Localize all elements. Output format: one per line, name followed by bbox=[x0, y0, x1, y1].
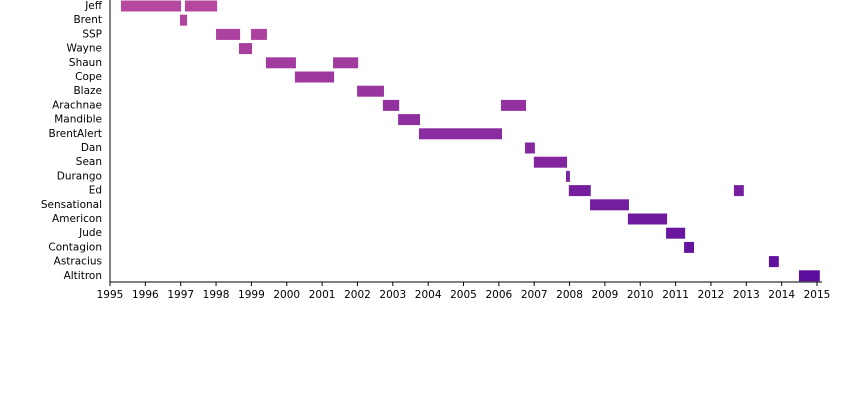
span-bar bbox=[382, 99, 400, 111]
x-tick-label: 2004 bbox=[415, 289, 442, 301]
row-label: Americon bbox=[52, 213, 102, 225]
row-label: Shaun bbox=[69, 57, 102, 69]
span-bar bbox=[590, 199, 629, 211]
span-bar bbox=[216, 28, 241, 40]
row-label: Ed bbox=[89, 185, 102, 197]
row-label: Sensational bbox=[41, 199, 102, 211]
span-bar bbox=[684, 241, 694, 253]
row-label: Dan bbox=[81, 142, 102, 154]
row-label: Jeff bbox=[84, 0, 103, 12]
span-bar bbox=[251, 28, 267, 40]
row-label: Blaze bbox=[73, 85, 102, 97]
span-bar bbox=[357, 85, 384, 97]
row-label: Jude bbox=[78, 227, 102, 239]
row-label: Cope bbox=[75, 71, 102, 83]
x-tick-label: 2012 bbox=[698, 289, 725, 301]
span-bar bbox=[179, 14, 188, 26]
x-tick-label: 2007 bbox=[521, 289, 548, 301]
span-bar bbox=[568, 185, 591, 197]
span-bar bbox=[265, 57, 296, 69]
span-bar bbox=[120, 0, 182, 12]
row-label: Wayne bbox=[67, 43, 102, 55]
x-tick-label: 2002 bbox=[344, 289, 371, 301]
span-bar bbox=[733, 185, 744, 197]
x-tick-label: 2014 bbox=[768, 289, 795, 301]
span-bar bbox=[525, 142, 535, 154]
x-tick-label: 1997 bbox=[167, 289, 194, 301]
span-bar bbox=[239, 43, 253, 55]
x-tick-label: 2013 bbox=[733, 289, 760, 301]
row-label: Astracius bbox=[54, 256, 102, 268]
x-tick-label: 1998 bbox=[203, 289, 230, 301]
span-bar bbox=[398, 114, 421, 126]
x-tick-label: 2010 bbox=[627, 289, 654, 301]
row-label: Sean bbox=[76, 156, 102, 168]
row-label: Brent bbox=[73, 14, 102, 26]
x-tick-label: 1999 bbox=[238, 289, 265, 301]
span-bar bbox=[798, 270, 820, 282]
x-tick-label: 1995 bbox=[97, 289, 124, 301]
x-tick-label: 2008 bbox=[556, 289, 583, 301]
x-tick-label: 2011 bbox=[662, 289, 689, 301]
span-bar bbox=[500, 99, 527, 111]
x-tick-label: 2005 bbox=[450, 289, 477, 301]
x-tick-label: 2006 bbox=[485, 289, 512, 301]
span-bar bbox=[418, 128, 503, 140]
x-tick-label: 2003 bbox=[379, 289, 406, 301]
span-bar bbox=[566, 170, 570, 182]
span-bar bbox=[333, 57, 359, 69]
row-label: BrentAlert bbox=[48, 128, 102, 140]
span-bar bbox=[768, 256, 779, 268]
row-label: Contagion bbox=[48, 241, 102, 253]
x-tick-label: 2000 bbox=[273, 289, 300, 301]
row-label: Mandible bbox=[54, 114, 102, 126]
row-label: SSP bbox=[82, 28, 102, 40]
span-bar bbox=[666, 227, 686, 239]
x-tick-label: 2015 bbox=[804, 289, 831, 301]
row-label: Altitron bbox=[64, 270, 102, 282]
row-label: Durango bbox=[57, 170, 102, 182]
x-tick-label: 2009 bbox=[592, 289, 619, 301]
x-tick-label: 2001 bbox=[309, 289, 336, 301]
x-tick-label: 1996 bbox=[132, 289, 159, 301]
row-label: Arachnae bbox=[52, 99, 102, 111]
span-bar bbox=[184, 0, 218, 12]
span-bar bbox=[533, 156, 568, 168]
span-bar bbox=[294, 71, 335, 83]
span-bar bbox=[627, 213, 668, 225]
